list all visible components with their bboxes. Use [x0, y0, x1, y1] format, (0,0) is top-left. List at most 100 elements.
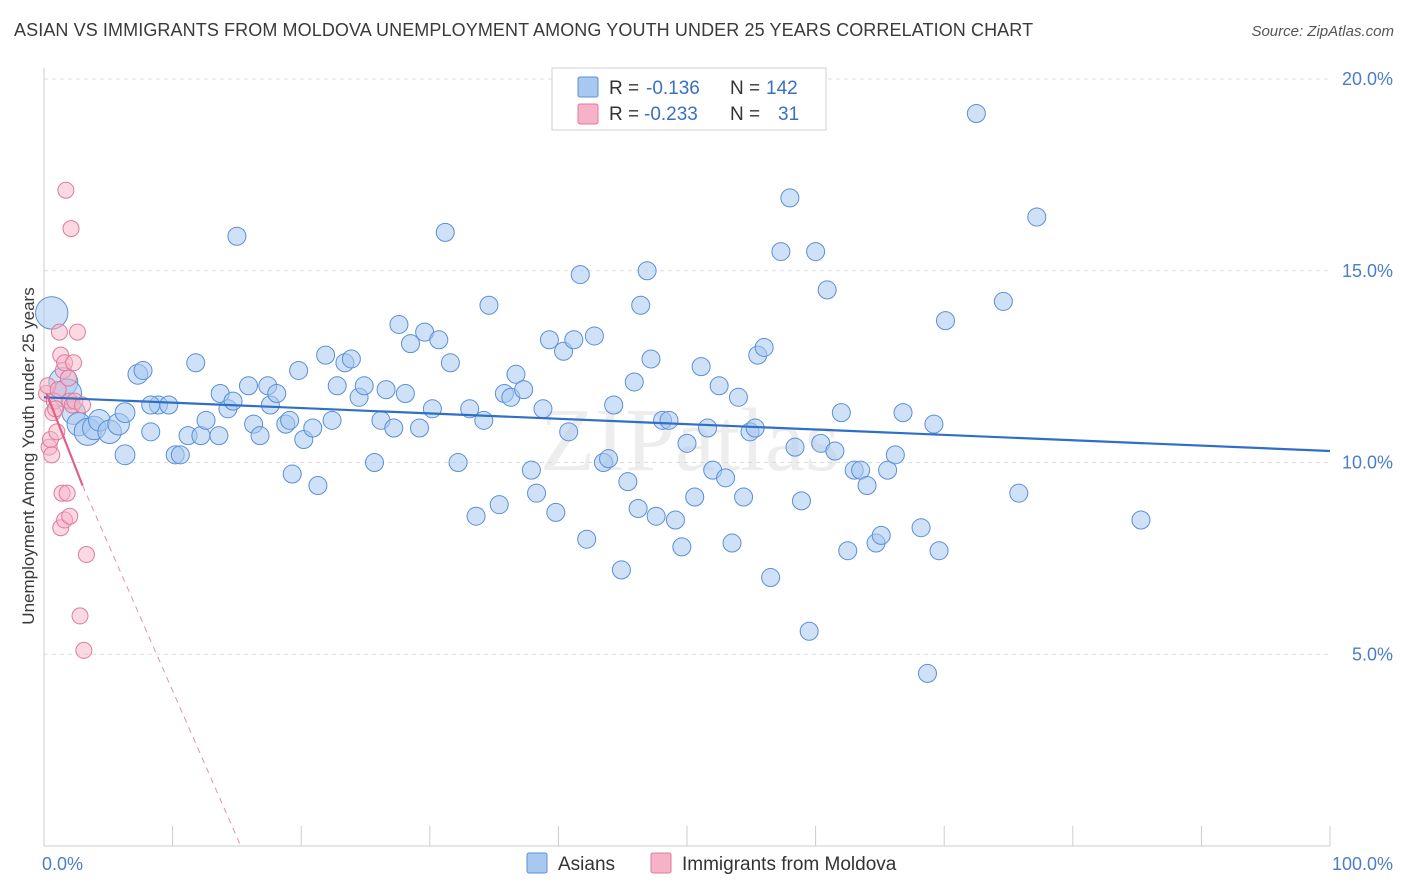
asian-point — [267, 383, 287, 403]
asian-points — [35, 104, 1151, 683]
asian-point — [506, 364, 526, 384]
asian-point — [570, 265, 590, 285]
asian-point — [1009, 483, 1029, 503]
asian-point — [196, 410, 216, 430]
moldova-point — [65, 354, 83, 372]
bottom-legend-moldova: Immigrants from Moldova — [682, 854, 897, 875]
asian-point — [316, 345, 336, 365]
asian-point — [327, 376, 347, 396]
asian-point — [303, 418, 323, 438]
legend-r-value-1: -0.136 — [646, 78, 700, 99]
asian-point — [322, 410, 342, 430]
asian-point — [709, 376, 729, 396]
asian-point — [384, 418, 404, 438]
asian-point — [754, 337, 774, 357]
asian-point — [761, 568, 781, 588]
asian-point — [227, 226, 247, 246]
asian-point — [141, 422, 161, 442]
asian-point — [646, 506, 666, 526]
asian-point — [521, 460, 541, 480]
legend-n-value-1: 142 — [766, 78, 798, 99]
moldova-trend-extension — [82, 485, 242, 847]
moldova-point — [77, 546, 95, 564]
y-tick-label: 20.0% — [1342, 69, 1393, 89]
legend-r-label-1: R = — [609, 78, 639, 99]
asian-point — [308, 476, 328, 496]
asian-point — [966, 104, 986, 124]
asian-point — [448, 453, 468, 472]
asian-point — [514, 380, 534, 400]
grid-lines — [44, 78, 1330, 655]
y-tick-label: 5.0% — [1352, 644, 1393, 664]
x-tick-label-min: 0.0% — [42, 854, 83, 874]
asian-point — [929, 541, 949, 561]
asian-point — [474, 410, 494, 430]
asian-point — [170, 445, 190, 465]
asian-point — [435, 222, 455, 242]
asian-point — [186, 353, 206, 373]
asian-point — [282, 464, 302, 484]
asian-point — [631, 295, 651, 315]
moldova-point — [50, 323, 68, 341]
asian-point — [577, 529, 597, 549]
asian-point — [734, 487, 754, 507]
asian-point — [641, 349, 661, 369]
asian-point — [341, 349, 361, 369]
asian-point — [114, 402, 136, 424]
asian-point — [911, 518, 931, 538]
moldova-point — [74, 396, 92, 414]
asian-point — [728, 387, 748, 407]
asian-point — [422, 399, 442, 419]
y-tick-labels: 5.0% 10.0% 15.0% 20.0% — [1342, 69, 1393, 664]
asian-point — [223, 391, 243, 411]
bottom-legend-swatch-moldova — [650, 852, 672, 874]
asian-point — [893, 403, 913, 423]
asian-point — [141, 395, 161, 415]
asian-point — [389, 314, 409, 334]
asian-point — [838, 541, 858, 561]
bottom-legend-swatch-asian — [526, 852, 548, 874]
asian-point — [559, 422, 579, 442]
asian-point — [280, 410, 300, 430]
asian-point — [1131, 510, 1151, 530]
asian-point — [133, 360, 153, 380]
moldova-point — [61, 507, 79, 525]
bottom-legend: Asians Immigrants from Moldova — [526, 852, 897, 875]
asian-point — [114, 444, 136, 466]
legend-swatch-asian — [577, 76, 599, 98]
asian-point — [698, 418, 718, 438]
asian-point — [785, 437, 805, 457]
asian-point — [831, 403, 851, 423]
asian-point — [527, 483, 547, 503]
chart-title: ASIAN VS IMMIGRANTS FROM MOLDOVA UNEMPLO… — [14, 20, 1034, 40]
asian-point — [429, 330, 449, 350]
asian-point — [722, 533, 742, 553]
asian-point — [780, 188, 800, 208]
moldova-point — [68, 323, 86, 341]
asian-point — [685, 487, 705, 507]
asian-point — [376, 380, 396, 400]
trend-lines — [43, 393, 1331, 847]
moldova-point — [62, 220, 80, 238]
moldova-point — [59, 369, 77, 387]
asian-point — [817, 280, 837, 300]
asian-point — [238, 376, 258, 396]
y-tick-label: 15.0% — [1342, 261, 1393, 281]
asian-point — [628, 499, 648, 519]
asian-point — [618, 472, 638, 492]
asian-point — [659, 410, 679, 430]
moldova-point — [58, 484, 76, 502]
asian-point — [825, 441, 845, 461]
asian-point — [637, 261, 657, 281]
asian-point — [665, 510, 685, 530]
moldova-point — [57, 181, 75, 199]
asian-point — [365, 453, 385, 472]
asian-point — [546, 502, 566, 522]
asian-point — [691, 357, 711, 377]
asian-point — [716, 468, 736, 488]
asian-point — [993, 291, 1013, 311]
asian-point — [159, 395, 179, 415]
legend-n-label-2: N = — [730, 104, 760, 125]
moldova-points — [38, 181, 95, 659]
asian-point — [924, 414, 944, 434]
